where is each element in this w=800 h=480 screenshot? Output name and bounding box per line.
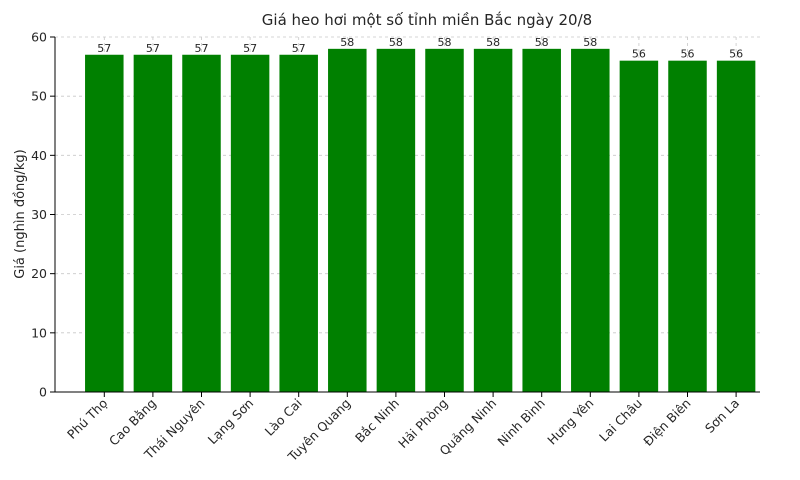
bar xyxy=(668,60,707,393)
bar-value-label: 58 xyxy=(583,36,597,49)
bar xyxy=(619,60,659,393)
y-axis-label: Giá (nghìn đồng/kg) xyxy=(13,149,28,279)
bar-value-label: 56 xyxy=(632,48,646,61)
bar xyxy=(473,48,513,392)
bar-value-label: 57 xyxy=(292,42,306,55)
y-ticks: 0 10 20 30 40 50 60 xyxy=(31,30,55,400)
y-tick-label: 50 xyxy=(31,89,47,104)
bar-value-label: 57 xyxy=(195,42,209,55)
bar xyxy=(376,48,416,392)
chart-title: Giá heo hơi một số tỉnh miền Bắc ngày 20… xyxy=(262,11,592,29)
bar-value-label: 58 xyxy=(389,36,403,49)
x-tick-label: Ninh Bình xyxy=(494,396,547,449)
y-tick-label: 10 xyxy=(31,325,47,340)
bar-value-label: 56 xyxy=(681,48,695,61)
bar xyxy=(425,48,464,392)
y-tick-label: 20 xyxy=(31,266,47,281)
y-tick-label: 30 xyxy=(31,207,47,222)
y-tick-label: 0 xyxy=(39,385,47,400)
bar-value-label: 57 xyxy=(97,42,111,55)
bar-value-label: 58 xyxy=(438,36,452,49)
bar-value-label: 58 xyxy=(486,36,500,49)
bar xyxy=(716,60,756,393)
bar-value-label: 57 xyxy=(243,42,257,55)
x-tick-label: Điện Biên xyxy=(640,396,693,449)
bar xyxy=(133,54,173,392)
y-tick-label: 40 xyxy=(31,148,47,163)
bar xyxy=(571,48,610,392)
bar xyxy=(328,48,367,392)
bar xyxy=(279,54,318,392)
x-tick-label: Phú Thọ xyxy=(64,396,110,442)
bar-value-label: 56 xyxy=(729,48,743,61)
bar xyxy=(522,48,561,392)
bar xyxy=(85,54,124,392)
x-tick-label: Lào Cai xyxy=(262,396,305,439)
y-tick-label: 60 xyxy=(31,30,47,45)
bar-value-label: 57 xyxy=(146,42,160,55)
bars xyxy=(85,48,756,393)
x-tick-label: Hưng Yên xyxy=(544,396,596,448)
x-tick-label: Lai Châu xyxy=(596,396,645,445)
bar-value-label: 58 xyxy=(340,36,354,49)
data-labels: 57 57 57 57 57 58 58 58 58 58 58 56 56 56 xyxy=(97,36,743,61)
bar xyxy=(230,54,270,392)
x-tick-label: Sơn La xyxy=(702,396,742,436)
bar xyxy=(182,54,221,392)
x-tick-label: Lạng Sơn xyxy=(205,396,257,448)
x-tick-label: Bắc Ninh xyxy=(352,396,402,446)
bar-value-label: 58 xyxy=(535,36,549,49)
